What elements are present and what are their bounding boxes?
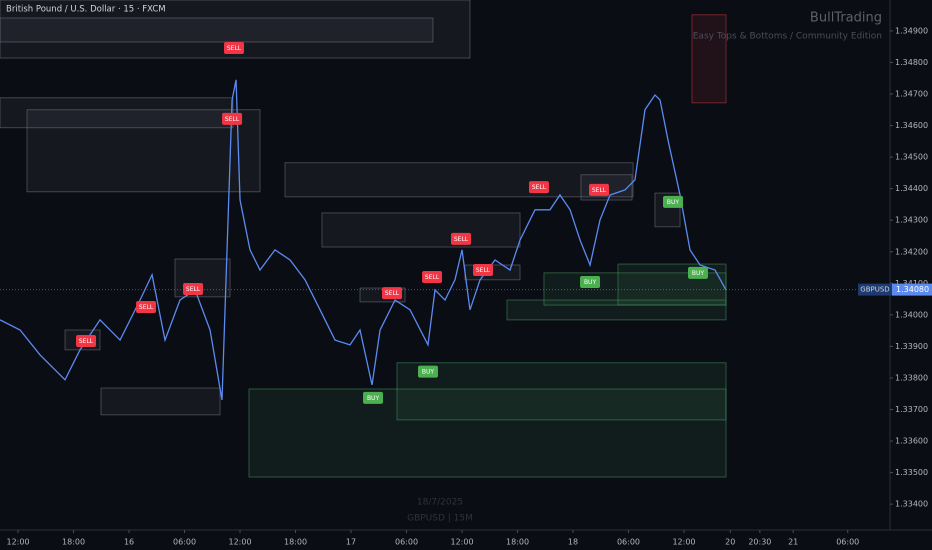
y-tick-label: 1.34700 xyxy=(895,90,928,99)
price-line xyxy=(0,79,727,401)
y-tick-label: 1.33700 xyxy=(895,405,928,414)
signal-badge xyxy=(663,195,684,208)
zone xyxy=(617,263,727,306)
symbol-label: GBPUSD xyxy=(860,286,889,294)
signal-label: BUY xyxy=(667,199,680,206)
signal-label: SELL xyxy=(592,187,607,194)
zone xyxy=(691,14,727,104)
signal-label: SELL xyxy=(139,304,154,311)
y-tick-label: 1.34400 xyxy=(895,184,928,193)
signal-badge xyxy=(363,391,384,404)
plot: SELL SELL SELL SELL SELL SELL SELL SELL SELL SELL… xyxy=(0,0,890,478)
zone xyxy=(100,387,221,416)
signal-badge xyxy=(422,270,443,283)
x-tick-label: 18 xyxy=(568,538,578,547)
symbol-tag xyxy=(858,283,892,296)
x-tick-label: 18:00 xyxy=(284,538,307,547)
subtitle: Easy Tops & Bottoms / Community Edition xyxy=(693,32,882,42)
signal-badge xyxy=(528,181,549,194)
signal-label: SELL xyxy=(454,236,469,243)
signal-label: SELL xyxy=(532,184,547,191)
x-tick-label: 20:30 xyxy=(748,538,771,547)
footer-date: 18/7/2025 xyxy=(417,498,463,508)
y-tick-label: 1.34000 xyxy=(895,310,928,319)
y-tick-label: 1.34200 xyxy=(895,247,928,256)
signal-badge xyxy=(580,276,601,289)
x-tick-label: 18:00 xyxy=(62,538,85,547)
x-tick-label: 06:00 xyxy=(173,538,196,547)
y-tick-label: 1.34300 xyxy=(895,216,928,225)
zone xyxy=(0,17,434,43)
signal-label: BUY xyxy=(422,369,435,376)
watermark: BullTrading xyxy=(810,11,882,26)
x-tick-label: 16 xyxy=(124,538,134,547)
signal-badge xyxy=(687,266,708,279)
x-tick-label: 06:00 xyxy=(617,538,640,547)
zone xyxy=(248,388,727,478)
signal-label: SELL xyxy=(476,267,491,274)
y-tick-label: 1.34600 xyxy=(895,121,928,130)
y-tick-label: 1.34800 xyxy=(895,58,928,67)
signal-label: BUY xyxy=(367,395,380,402)
price-tag-label: 1.34080 xyxy=(896,285,929,294)
x-tick-label: 12:00 xyxy=(228,538,251,547)
price-axis-bg xyxy=(890,0,932,550)
signal-label: SELL xyxy=(385,290,400,297)
y-tick-label: 1.33800 xyxy=(895,373,928,382)
x-tick-label: 12:00 xyxy=(450,538,473,547)
signal-label: SELL xyxy=(79,338,94,345)
zone xyxy=(0,97,234,129)
y-tick-label: 1.33600 xyxy=(895,437,928,446)
y-tick-label: 1.33400 xyxy=(895,500,928,509)
signal-badge xyxy=(136,300,157,313)
x-tick-label: 17 xyxy=(346,538,356,547)
signal-badge xyxy=(222,112,243,125)
signal-badge xyxy=(76,335,97,348)
x-tick-label: 06:00 xyxy=(836,538,859,547)
signal-badge xyxy=(183,282,204,295)
x-tick-label: 20 xyxy=(725,538,735,547)
signal-label: BUY xyxy=(584,279,597,286)
signal-badge xyxy=(589,183,610,196)
chart-title: British Pound / U.S. Dollar · 15 · FXCM xyxy=(6,5,166,15)
x-tick-label: 18:00 xyxy=(506,538,529,547)
zone xyxy=(26,109,261,193)
x-tick-label: 21 xyxy=(788,538,798,547)
signal-badge xyxy=(451,232,472,245)
x-tick-label: 12:00 xyxy=(672,538,695,547)
footer-symbol: GBPUSD | 15M xyxy=(407,514,473,524)
x-tick-label: 06:00 xyxy=(395,538,418,547)
zone xyxy=(321,212,521,248)
y-tick-label: 1.33500 xyxy=(895,468,928,477)
signal-label: SELL xyxy=(425,274,440,281)
signal-label: SELL xyxy=(227,45,242,52)
price-tag xyxy=(892,283,932,296)
signal-badge xyxy=(224,41,245,54)
signal-label: BUY xyxy=(692,270,705,277)
y-tick-label: 1.34500 xyxy=(895,153,928,162)
zone xyxy=(396,362,727,421)
y-tick-label: 1.34100 xyxy=(895,279,928,288)
x-tick-label: 12:00 xyxy=(7,538,30,547)
signal-badge xyxy=(417,365,438,378)
zone xyxy=(284,162,634,198)
signal-badge xyxy=(473,264,494,277)
y-tick-label: 1.33900 xyxy=(895,342,928,351)
signal-label: SELL xyxy=(225,116,240,123)
y-tick-label: 1.34900 xyxy=(895,26,928,35)
signal-label: SELL xyxy=(186,286,201,293)
